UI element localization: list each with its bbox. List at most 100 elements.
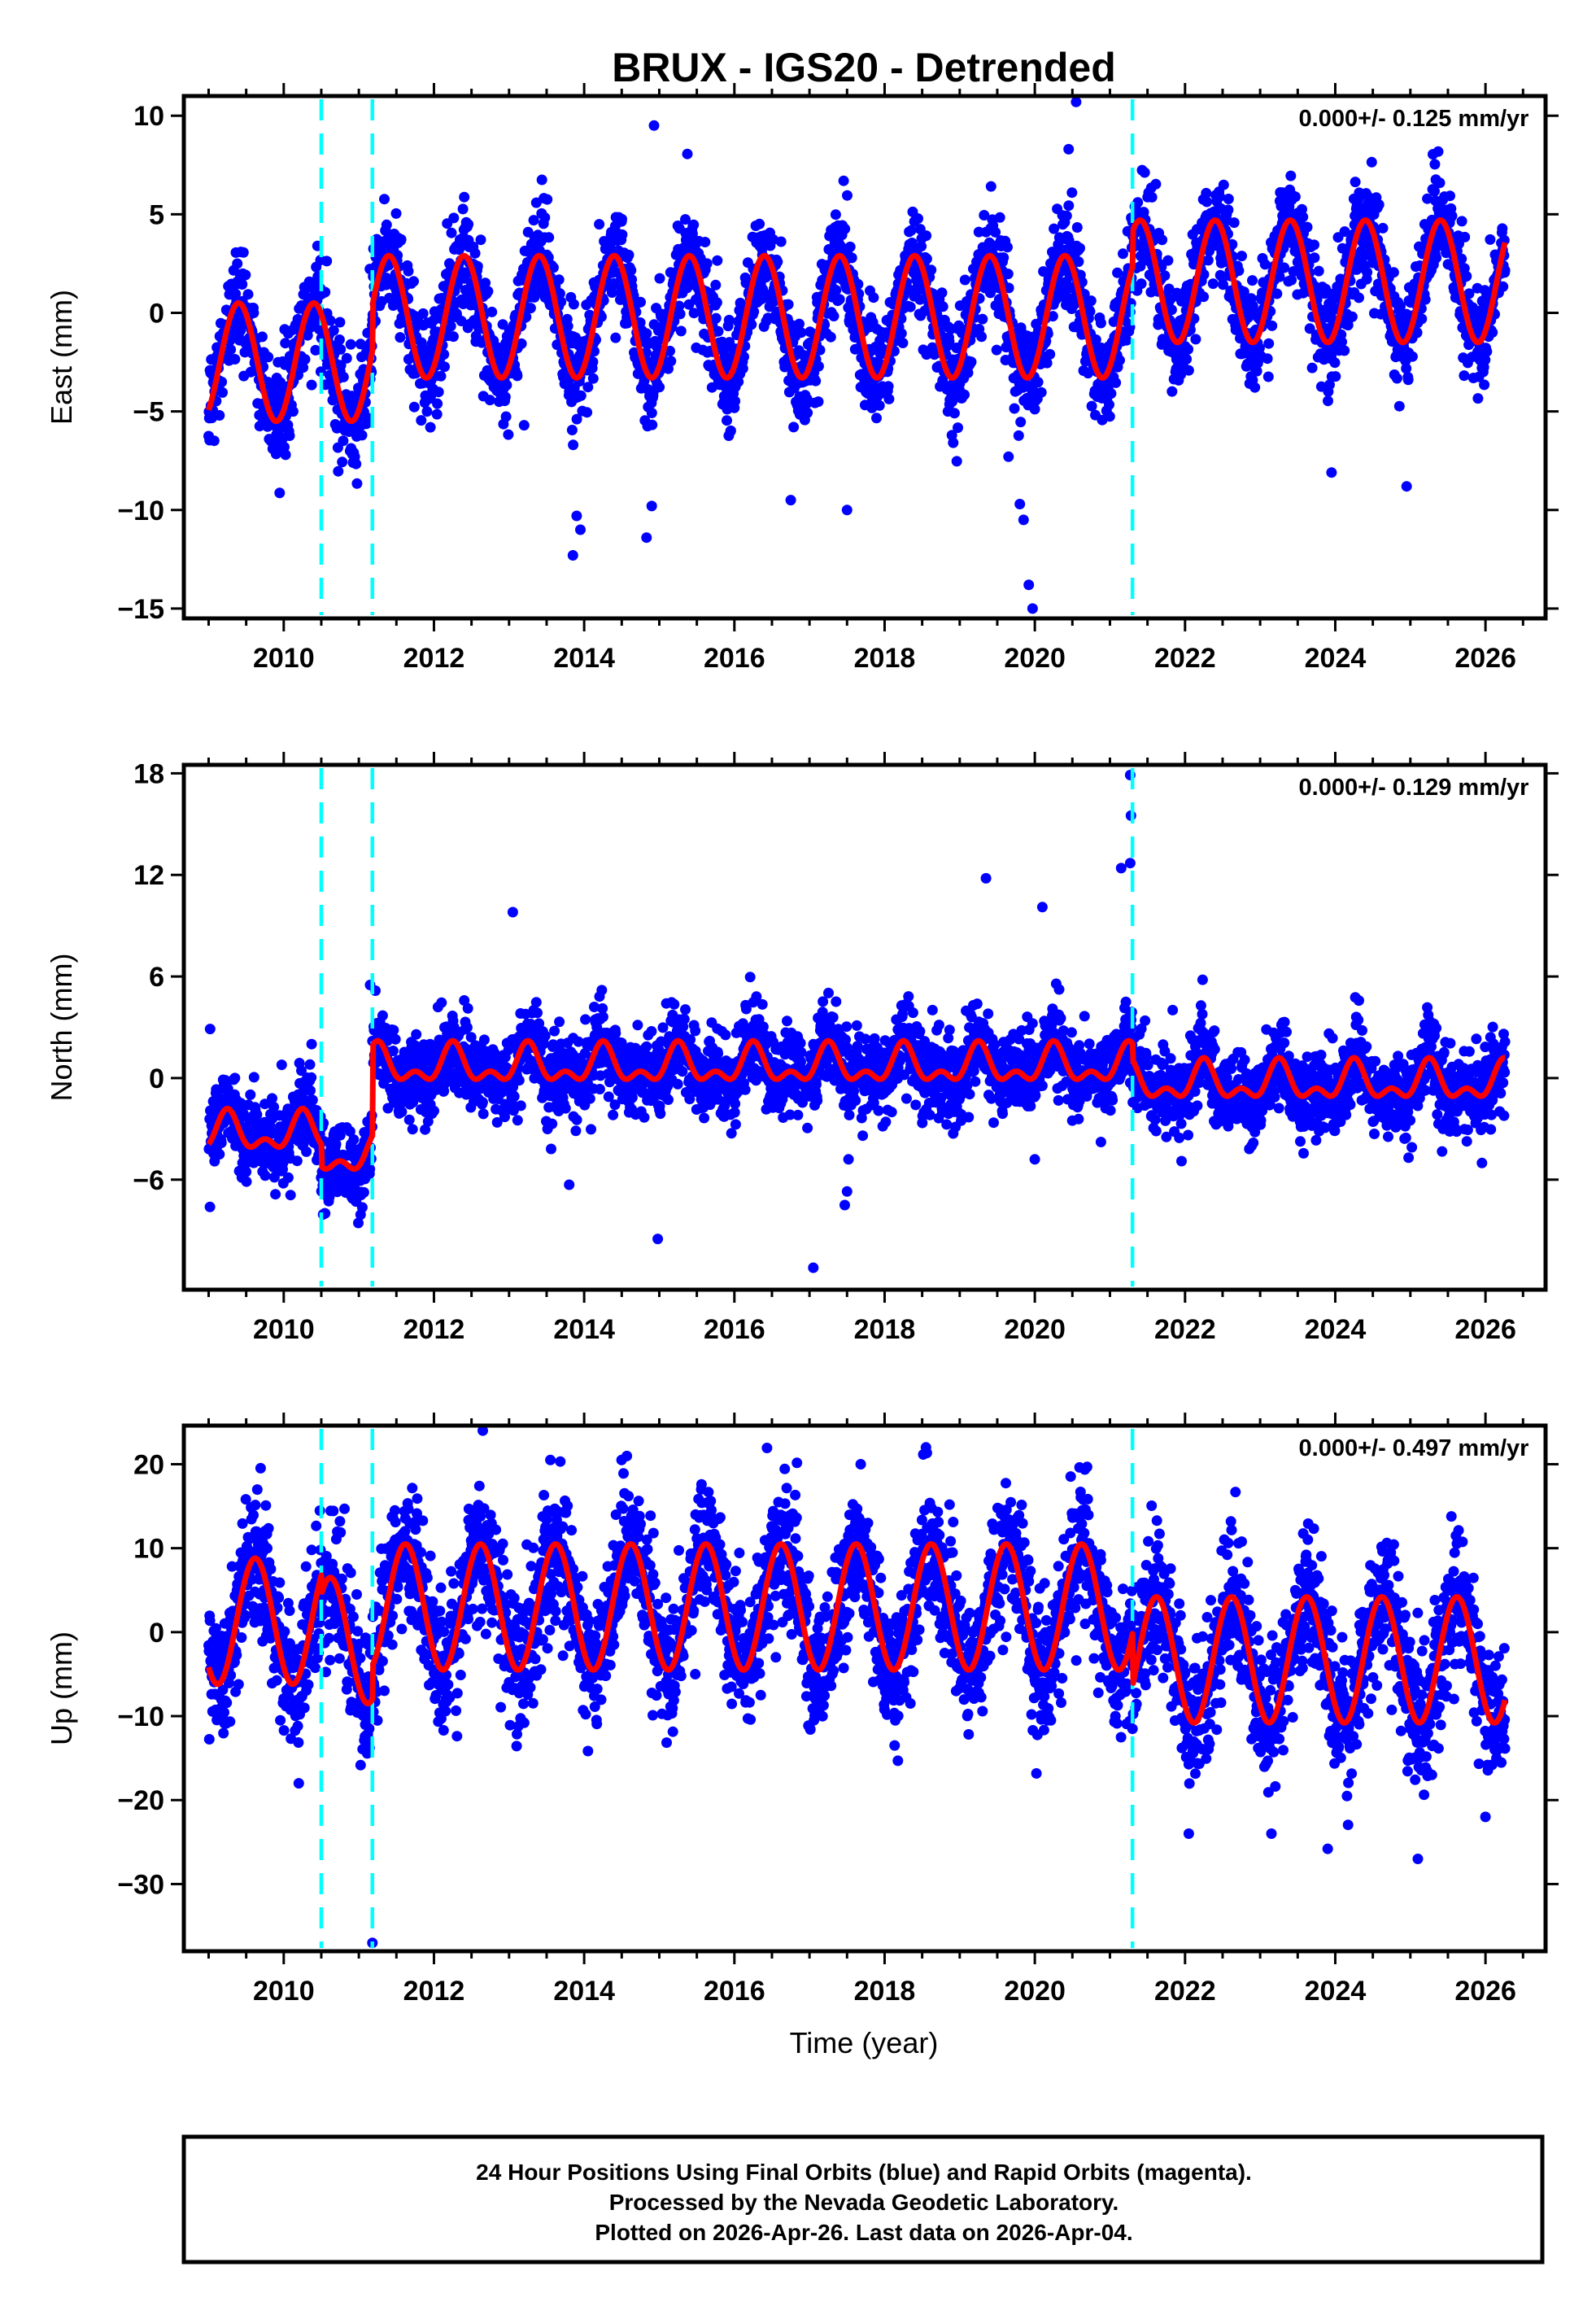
data-point: [1104, 399, 1114, 410]
data-point: [985, 181, 996, 192]
east-rate-label: 0.000+/- 0.125 mm/yr: [1299, 106, 1529, 132]
data-point: [617, 213, 627, 225]
data-point: [280, 338, 291, 349]
data-point: [802, 407, 813, 418]
data-point: [584, 1093, 595, 1104]
data-point: [842, 190, 853, 201]
data-point: [1445, 190, 1455, 202]
data-point: [500, 411, 512, 422]
data-point: [1329, 357, 1341, 369]
data-point: [1461, 271, 1472, 282]
data-point: [248, 308, 259, 318]
x-tick-label: 2012: [403, 643, 465, 674]
data-point: [478, 1034, 490, 1046]
data-point: [225, 344, 237, 356]
outlier-point: [785, 495, 796, 506]
data-point: [477, 1097, 488, 1108]
data-point: [351, 458, 362, 469]
data-point: [839, 223, 851, 234]
data-point: [431, 408, 443, 420]
data-point: [1416, 313, 1428, 325]
data-point: [536, 174, 547, 186]
data-point: [710, 279, 722, 290]
data-point: [549, 1025, 560, 1037]
data-point: [575, 390, 587, 401]
data-point: [463, 219, 474, 230]
data-point: [1309, 239, 1319, 251]
data-point: [1429, 159, 1441, 170]
data-point: [844, 241, 856, 252]
data-point: [641, 328, 652, 339]
data-point: [948, 437, 959, 448]
data-point: [214, 1149, 225, 1160]
data-point: [1009, 403, 1020, 414]
data-point: [237, 279, 248, 290]
data-point: [560, 1103, 571, 1114]
data-point: [298, 362, 309, 373]
data-point: [528, 215, 539, 226]
data-point: [241, 1166, 252, 1177]
data-point: [1032, 377, 1044, 388]
data-point: [825, 331, 836, 343]
data-point: [1236, 251, 1247, 262]
data-point: [834, 294, 845, 305]
data-point: [712, 255, 723, 266]
data-point: [1362, 267, 1373, 278]
data-point: [1485, 234, 1496, 245]
data-point: [388, 1024, 399, 1036]
data-point: [403, 1114, 415, 1125]
outlier-point: [648, 120, 660, 131]
data-point: [364, 1164, 376, 1175]
data-point: [306, 379, 317, 391]
data-point: [976, 331, 988, 343]
data-point: [754, 218, 765, 229]
data-point: [328, 325, 339, 336]
outlier-point: [575, 524, 586, 535]
data-point: [1406, 351, 1418, 362]
data-point: [1446, 210, 1458, 221]
data-point: [307, 1094, 318, 1106]
data-point: [1472, 393, 1484, 404]
data-point: [1297, 212, 1309, 223]
data-point: [921, 230, 932, 242]
data-point: [1104, 411, 1115, 422]
data-point: [1262, 371, 1274, 382]
data-point: [711, 297, 722, 308]
data-point: [204, 1201, 216, 1212]
data-point: [813, 396, 824, 408]
data-point: [1114, 355, 1125, 366]
outlier-point: [641, 532, 652, 544]
data-point: [1118, 248, 1128, 260]
data-point: [395, 234, 407, 245]
data-point: [435, 370, 447, 382]
data-point: [335, 360, 347, 371]
data-point: [503, 429, 514, 440]
outlier-point: [841, 504, 853, 516]
data-point: [571, 413, 582, 425]
data-point: [1459, 231, 1471, 242]
data-point: [1262, 353, 1273, 365]
data-point: [403, 265, 414, 277]
x-tick-label: 2016: [704, 643, 765, 674]
data-point: [315, 366, 326, 378]
data-point: [274, 487, 286, 499]
outlier-point: [567, 550, 578, 561]
data-point: [1066, 187, 1078, 199]
data-point: [1136, 278, 1147, 290]
data-point: [338, 371, 349, 382]
data-point: [937, 301, 948, 312]
x-tick-label: 2014: [553, 643, 615, 674]
data-point: [1279, 262, 1290, 273]
data-point: [998, 252, 1009, 264]
data-point: [566, 425, 578, 435]
data-point: [438, 349, 450, 360]
data-point: [280, 449, 291, 461]
data-point: [723, 314, 735, 325]
outlier-point: [1063, 143, 1075, 155]
data-point: [379, 194, 390, 205]
data-point: [1247, 275, 1258, 286]
data-point: [730, 395, 741, 407]
data-point: [733, 376, 744, 387]
data-point: [1214, 191, 1225, 202]
data-point: [635, 296, 646, 308]
